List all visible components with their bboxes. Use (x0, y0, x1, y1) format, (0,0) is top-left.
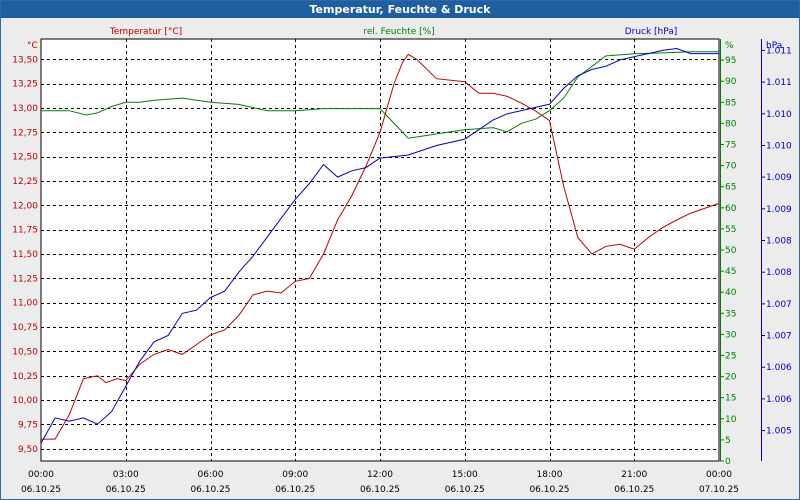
pressure-tick-label: 1.007 (766, 300, 792, 310)
humidity-tick-label: 40 (725, 288, 737, 298)
humidity-tick-label: 80 (725, 119, 737, 129)
pressure-tick-label: 1.009 (766, 205, 792, 215)
temp-tick-label: 13,00 (12, 104, 38, 114)
x-tick-time: 15:00 (452, 470, 478, 480)
temp-tick-label: 11,50 (12, 250, 38, 260)
humidity-tick-label: 60 (725, 204, 737, 214)
x-tick-time: 06:00 (198, 470, 224, 480)
temp-tick-label: 10,00 (12, 396, 38, 406)
temp-tick-label: 11,00 (12, 299, 38, 309)
x-tick-date: 07.10.25 (699, 485, 739, 495)
humidity-tick-label: 5 (725, 436, 731, 446)
temp-tick-label: 10,75 (12, 323, 38, 333)
humidity-tick-label: 10 (725, 415, 737, 425)
humidity-tick-label: 70 (725, 162, 737, 172)
x-tick-date: 06.10.25 (21, 485, 61, 495)
legend-humidity: rel. Feuchte [%] (363, 27, 434, 37)
x-tick-date: 06.10.25 (529, 485, 569, 495)
pressure-tick-label: 1.007 (766, 332, 792, 342)
temp-tick-label: 9,75 (18, 420, 38, 430)
pressure-tick-label: 1.005 (766, 427, 792, 437)
humidity-tick-label: 50 (725, 246, 737, 256)
temp-tick-label: 12,50 (12, 153, 38, 163)
legend-pressure: Druck [hPa] (625, 27, 678, 37)
pressure-tick-label: 1.008 (766, 268, 792, 278)
temp-tick-label: 9,50 (18, 445, 38, 455)
humidity-tick-label: 75 (725, 141, 736, 151)
pressure-line (40, 47, 719, 444)
x-tick-time: 03:00 (113, 470, 139, 480)
temp-tick-label: 10,25 (12, 372, 38, 382)
pressure-tick-label: 1.011 (766, 78, 792, 88)
x-tick-time: 09:00 (282, 470, 308, 480)
x-tick-time: 00:00 (706, 470, 732, 480)
humidity-tick-label: 20 (725, 373, 737, 383)
humidity-tick-label: 35 (725, 309, 736, 319)
humidity-tick-label: 65 (725, 183, 736, 193)
legend-temperature: Temperatur [°C] (109, 27, 182, 37)
pressure-tick-label: 1.009 (766, 173, 792, 183)
pressure-axis-unit: hPa (766, 41, 782, 51)
x-tick-time: 18:00 (537, 470, 563, 480)
pressure-tick-label: 1.008 (766, 236, 792, 246)
humidity-tick-label: 55 (725, 225, 736, 235)
x-tick-date: 06.10.25 (445, 485, 485, 495)
humidity-tick-label: 85 (725, 98, 736, 108)
pressure-tick-label: 1.010 (766, 110, 792, 120)
humidity-tick-label: 30 (725, 330, 737, 340)
humidity-tick-label: 95 (725, 56, 736, 66)
temp-tick-label: 12,00 (12, 201, 38, 211)
humidity-tick-label: 0 (725, 457, 731, 467)
humidity-tick-label: 45 (725, 267, 736, 277)
temp-axis-unit: °C (27, 41, 38, 51)
x-tick-date: 06.10.25 (190, 485, 230, 495)
temp-tick-label: 12,75 (12, 128, 38, 138)
temp-tick-label: 10,50 (12, 347, 38, 357)
window-title: Temperatur, Feuchte & Druck (1, 1, 799, 18)
pressure-tick-label: 1.006 (766, 363, 792, 373)
pressure-tick-label: 1.011 (766, 46, 792, 56)
pressure-tick-label: 1.010 (766, 141, 792, 151)
temp-tick-label: 11,25 (12, 274, 38, 284)
x-tick-time: 12:00 (367, 470, 393, 480)
temp-tick-label: 11,75 (12, 226, 38, 236)
temp-tick-label: 12,25 (12, 177, 38, 187)
humidity-tick-label: 15 (725, 394, 736, 404)
x-tick-date: 06.10.25 (614, 485, 654, 495)
x-tick-date: 06.10.25 (275, 485, 315, 495)
x-tick-time: 21:00 (621, 470, 647, 480)
temp-tick-label: 13,25 (12, 80, 38, 90)
humidity-tick-label: 90 (725, 77, 737, 87)
humidity-tick-label: 25 (725, 352, 736, 362)
pressure-tick-label: 1.006 (766, 395, 792, 405)
humidity-line (41, 51, 719, 139)
x-tick-time: 00:00 (28, 470, 54, 480)
temp-tick-label: 13,50 (12, 55, 38, 65)
x-tick-date: 06.10.25 (106, 485, 146, 495)
temperature-line (41, 53, 720, 440)
x-tick-date: 06.10.25 (360, 485, 400, 495)
humidity-axis-unit: % (725, 41, 734, 51)
